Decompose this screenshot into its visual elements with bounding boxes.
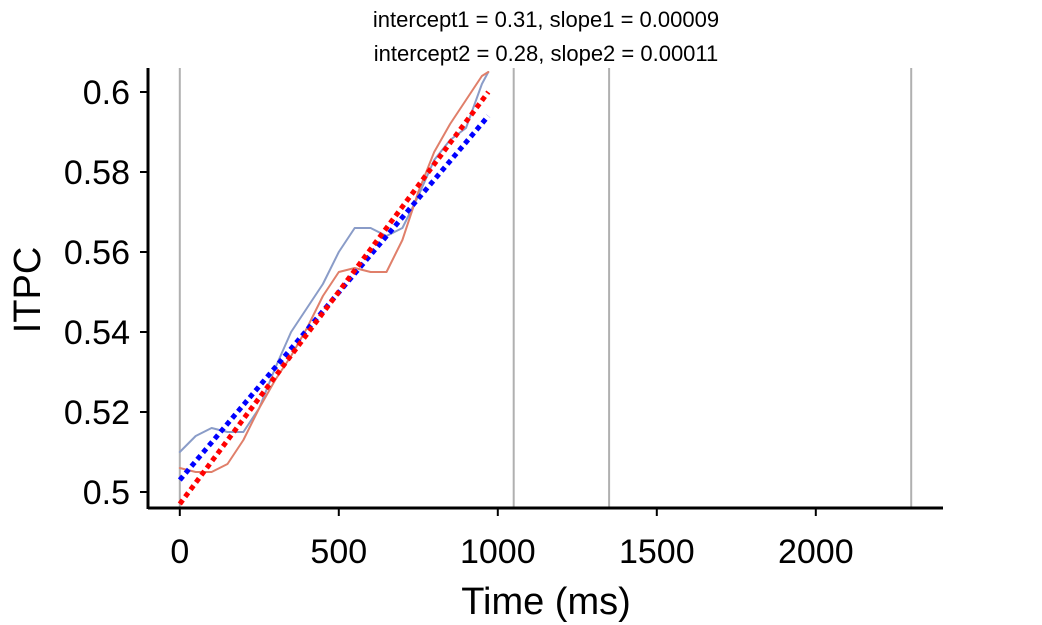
y-tick-label-0: 0.5	[83, 474, 130, 512]
x-tick-label-1: 500	[310, 533, 367, 571]
chart-title-line-1: intercept1 = 0.31, slope1 = 0.00009	[373, 7, 719, 32]
x-tick-label-4: 2000	[778, 533, 854, 571]
vertical-lines	[178, 68, 913, 508]
chart-title-line-2: intercept2 = 0.28, slope2 = 0.00011	[374, 41, 719, 66]
y-tick-label-4: 0.58	[64, 154, 130, 192]
x-tick-label-0: 0	[170, 533, 189, 571]
y-tick-label-5: 0.6	[83, 74, 130, 112]
y-tick-label-1: 0.52	[64, 394, 130, 432]
series-line-3	[177, 90, 491, 506]
series-layer	[177, 71, 491, 506]
y-tick-label-2: 0.54	[64, 314, 130, 352]
series-line-1	[178, 71, 490, 473]
y-axis-label: ITPC	[7, 247, 49, 334]
y-ticks: 0.5 0.52 0.54 0.56 0.58 0.6	[64, 74, 148, 512]
x-ticks: 0 500 1000 1500 2000	[170, 508, 854, 571]
series-line-2	[177, 114, 491, 482]
series-line-0	[178, 71, 490, 453]
x-axis-label: Time (ms)	[461, 581, 631, 623]
x-tick-label-2: 1000	[460, 533, 536, 571]
y-tick-label-3: 0.56	[64, 234, 130, 272]
x-tick-label-3: 1500	[619, 533, 695, 571]
